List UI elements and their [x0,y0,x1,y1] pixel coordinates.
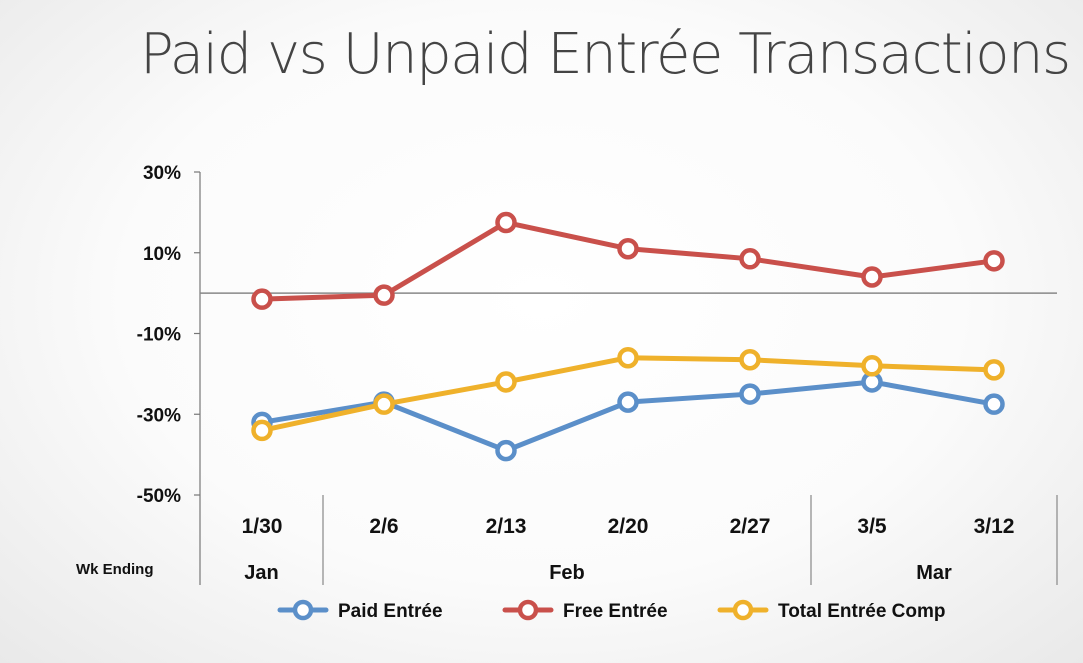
data-point-total-entr-e-comp [373,393,395,415]
month-label: Feb [549,562,585,584]
data-point-paid-entr-e [983,393,1005,415]
legend-item-total-entr-e-comp: Total Entrée Comp [717,599,946,622]
legend-swatch-marker [517,599,539,621]
data-point-free-entr-e [251,288,273,310]
x-tick-label: 2/20 [608,515,649,538]
series-line-free-entr-e [259,219,997,302]
legend-label: Total Entrée Comp [778,601,946,622]
data-point-free-entr-e [861,266,883,288]
legend-label: Free Entrée [563,601,668,622]
data-point-total-entr-e-comp [983,359,1005,381]
series-group [251,211,1005,462]
data-point-free-entr-e [617,237,639,260]
x-tick-labels: 1/30 2/6 2/13 2/20 2/27 3/5 3/12 [242,515,1015,538]
month-labels: Jan Feb Mar [244,562,952,584]
x-tick-label: 2/27 [730,515,771,538]
legend-swatch-marker [732,599,754,621]
x-tick-label: 2/6 [369,515,398,538]
data-point-total-entr-e-comp [739,348,761,371]
data-point-paid-entr-e [739,383,761,405]
legend-item-free-entr-e: Free Entrée [502,599,668,622]
legend-label: Paid Entrée [338,601,443,622]
x-tick-label: 1/30 [242,515,283,538]
month-label: Jan [244,562,278,584]
data-point-free-entr-e [983,250,1005,272]
legend-item-paid-entr-e: Paid Entrée [277,599,443,622]
legend: Paid Entrée Free Entrée Total Entrée Comp [277,599,946,622]
y-tick-label: -10% [137,325,181,346]
legend-swatch-marker [292,599,314,621]
axes [194,171,1058,585]
y-tick-label: -50% [137,486,181,507]
y-tick-label: 10% [143,244,181,265]
data-point-paid-entr-e [495,439,517,462]
x-axis-label: Wk Ending [76,561,154,578]
data-point-total-entr-e-comp [251,419,273,442]
series-paid-entr-e [251,371,1005,462]
y-tick-label: 30% [143,163,181,184]
chart-title: Paid vs Unpaid Entrée Transactions [140,22,1071,87]
data-point-total-entr-e-comp [495,371,517,393]
data-point-free-entr-e [739,248,761,270]
month-label: Mar [916,562,952,584]
series-free-entr-e [251,211,1005,310]
x-tick-label: 3/12 [974,515,1015,538]
data-point-total-entr-e-comp [861,355,883,377]
data-point-free-entr-e [495,211,517,234]
series-total-entr-e-comp [251,346,1005,442]
x-tick-label: 2/13 [486,515,527,538]
data-point-total-entr-e-comp [617,346,639,369]
data-point-free-entr-e [373,284,395,306]
data-point-paid-entr-e [617,391,639,413]
y-tick-label: -30% [137,405,181,426]
x-tick-label: 3/5 [857,515,887,538]
y-tick-labels: 30% 10% -10% -30% -50% [137,163,181,507]
